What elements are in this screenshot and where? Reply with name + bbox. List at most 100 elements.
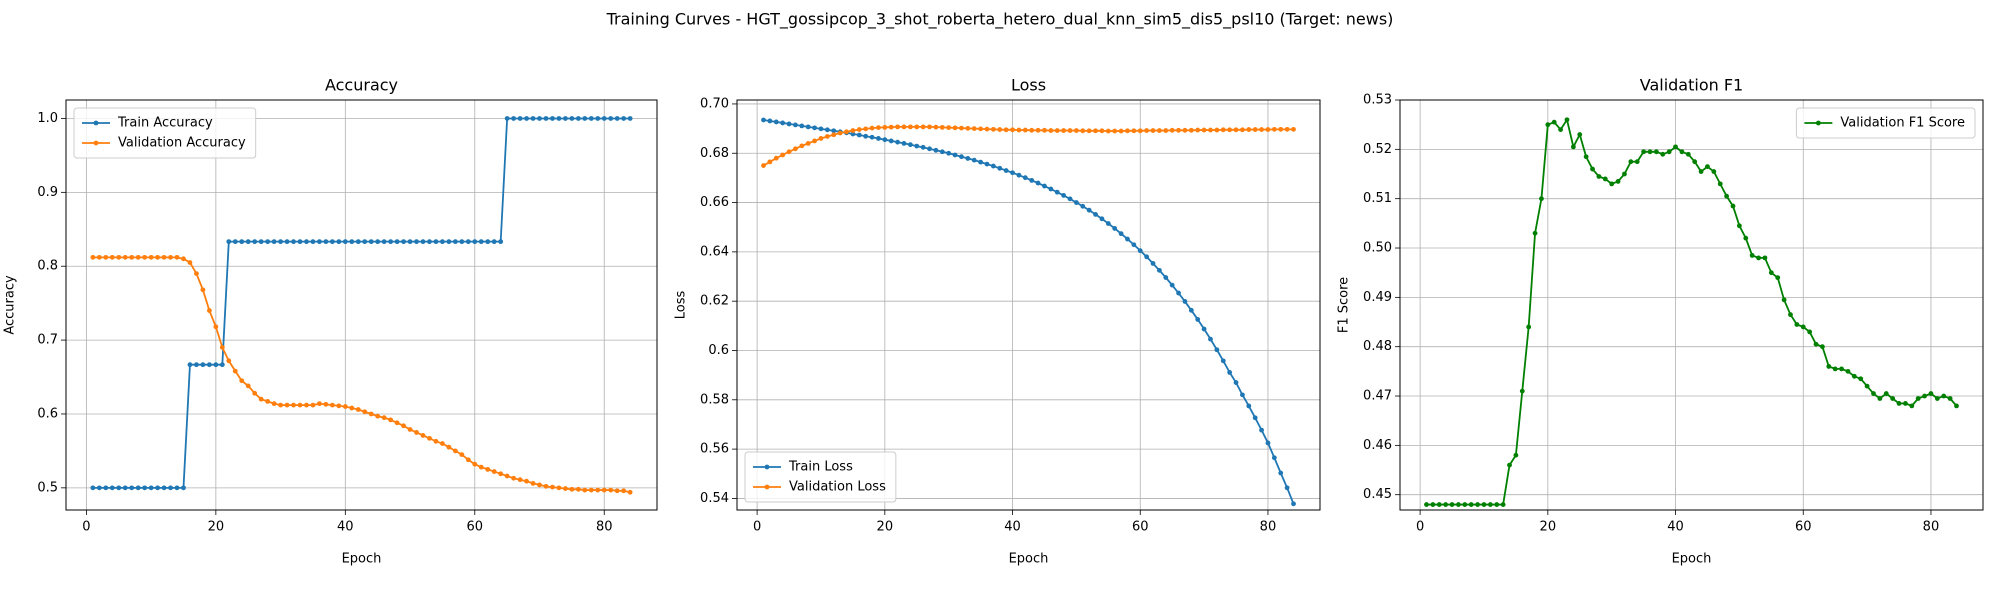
y-tick-label: 0.45: [1363, 487, 1392, 502]
data-point: [368, 411, 374, 417]
data-point: [1941, 393, 1947, 399]
data-point: [537, 482, 542, 488]
data-point: [869, 125, 875, 131]
x-tick-label: 60: [467, 520, 484, 535]
data-point: [1252, 415, 1258, 421]
y-axis-label: Accuracy: [3, 275, 18, 335]
data-point: [459, 239, 465, 245]
data-point: [761, 117, 766, 123]
data-point: [920, 144, 926, 150]
legend-label: Validation F1 Score: [1840, 116, 1965, 131]
data-point: [96, 485, 102, 491]
data-point: [530, 481, 536, 486]
data-point: [888, 138, 894, 144]
data-point: [226, 239, 232, 245]
data-point: [550, 484, 555, 490]
data-point: [1131, 242, 1137, 248]
data-point: [226, 358, 232, 364]
data-point: [984, 161, 990, 167]
data-point: [1864, 383, 1870, 389]
x-tick-label: 80: [1923, 520, 1940, 535]
data-point: [1061, 128, 1067, 133]
x-tick-label: 0: [1416, 520, 1424, 535]
data-point: [1768, 270, 1774, 276]
data-point: [1003, 127, 1009, 133]
data-point: [1093, 211, 1098, 217]
legend-marker: [93, 140, 99, 146]
data-point: [109, 485, 115, 491]
data-point: [1641, 149, 1647, 155]
data-point: [1022, 127, 1028, 133]
data-point: [271, 401, 277, 407]
data-point: [446, 444, 452, 450]
data-point: [1519, 388, 1525, 394]
data-point: [786, 121, 792, 127]
data-point: [601, 116, 607, 121]
data-point: [1029, 177, 1035, 183]
data-point: [524, 478, 529, 484]
data-point: [401, 423, 406, 429]
data-point: [394, 239, 400, 245]
data-point: [129, 485, 135, 491]
data-point: [997, 127, 1003, 132]
data-point: [812, 125, 817, 131]
data-point: [1291, 126, 1296, 132]
data-point: [997, 165, 1003, 171]
data-point: [946, 150, 952, 156]
data-point: [805, 124, 811, 130]
data-point: [1214, 127, 1220, 133]
data-point: [498, 239, 504, 245]
data-point: [491, 469, 497, 474]
y-tick-label: 0.6: [37, 406, 58, 421]
data-point: [1208, 127, 1213, 133]
data-point: [1615, 179, 1621, 184]
data-point: [984, 126, 990, 132]
data-point: [818, 136, 824, 141]
data-point: [1845, 368, 1851, 374]
data-point: [939, 149, 945, 155]
y-tick-label: 0.47: [1363, 389, 1392, 404]
data-point: [952, 125, 958, 131]
data-point: [761, 163, 766, 168]
data-point: [116, 254, 122, 260]
data-point: [1169, 282, 1175, 288]
data-point: [239, 378, 245, 384]
data-point: [452, 448, 458, 454]
data-point: [1705, 164, 1710, 170]
data-point: [1839, 366, 1844, 372]
data-point: [850, 128, 856, 133]
data-point: [401, 239, 406, 245]
data-point: [1220, 127, 1226, 133]
data-point: [304, 402, 309, 408]
data-point: [907, 124, 913, 130]
data-point: [258, 396, 264, 402]
data-point: [799, 143, 805, 149]
data-point: [258, 239, 264, 245]
data-point: [103, 485, 109, 491]
plot-frame: [736, 99, 1321, 511]
data-point: [1743, 235, 1749, 241]
data-point: [1144, 128, 1150, 133]
data-point: [349, 239, 355, 245]
data-point: [1590, 166, 1595, 172]
data-point: [824, 134, 830, 139]
x-tick-label: 40: [337, 520, 354, 535]
data-point: [1157, 267, 1162, 273]
data-point: [323, 239, 329, 245]
data-point: [1259, 427, 1264, 433]
data-point: [1182, 299, 1188, 304]
y-tick-label: 0.48: [1363, 339, 1392, 354]
legend: Train Loss Validation Loss: [744, 451, 897, 503]
data-point: [1035, 180, 1041, 186]
data-point: [563, 116, 568, 121]
data-point: [1093, 128, 1098, 134]
data-point: [882, 124, 888, 130]
data-point: [895, 139, 900, 145]
x-tick-label: 60: [1132, 520, 1149, 535]
data-point: [1201, 127, 1207, 133]
data-point: [901, 124, 907, 130]
data-point: [1048, 128, 1054, 133]
data-point: [959, 125, 964, 131]
data-point: [907, 142, 913, 148]
data-line: [92, 256, 631, 494]
